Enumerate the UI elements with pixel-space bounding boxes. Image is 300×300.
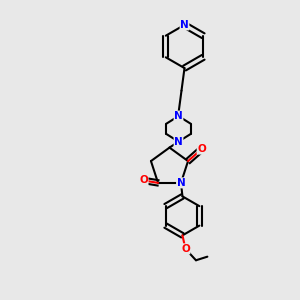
Text: N: N xyxy=(174,111,183,121)
Text: N: N xyxy=(177,178,185,188)
Text: O: O xyxy=(181,244,190,254)
Text: N: N xyxy=(180,20,189,30)
Text: O: O xyxy=(197,144,206,154)
Text: N: N xyxy=(174,136,183,147)
Text: O: O xyxy=(139,176,148,185)
